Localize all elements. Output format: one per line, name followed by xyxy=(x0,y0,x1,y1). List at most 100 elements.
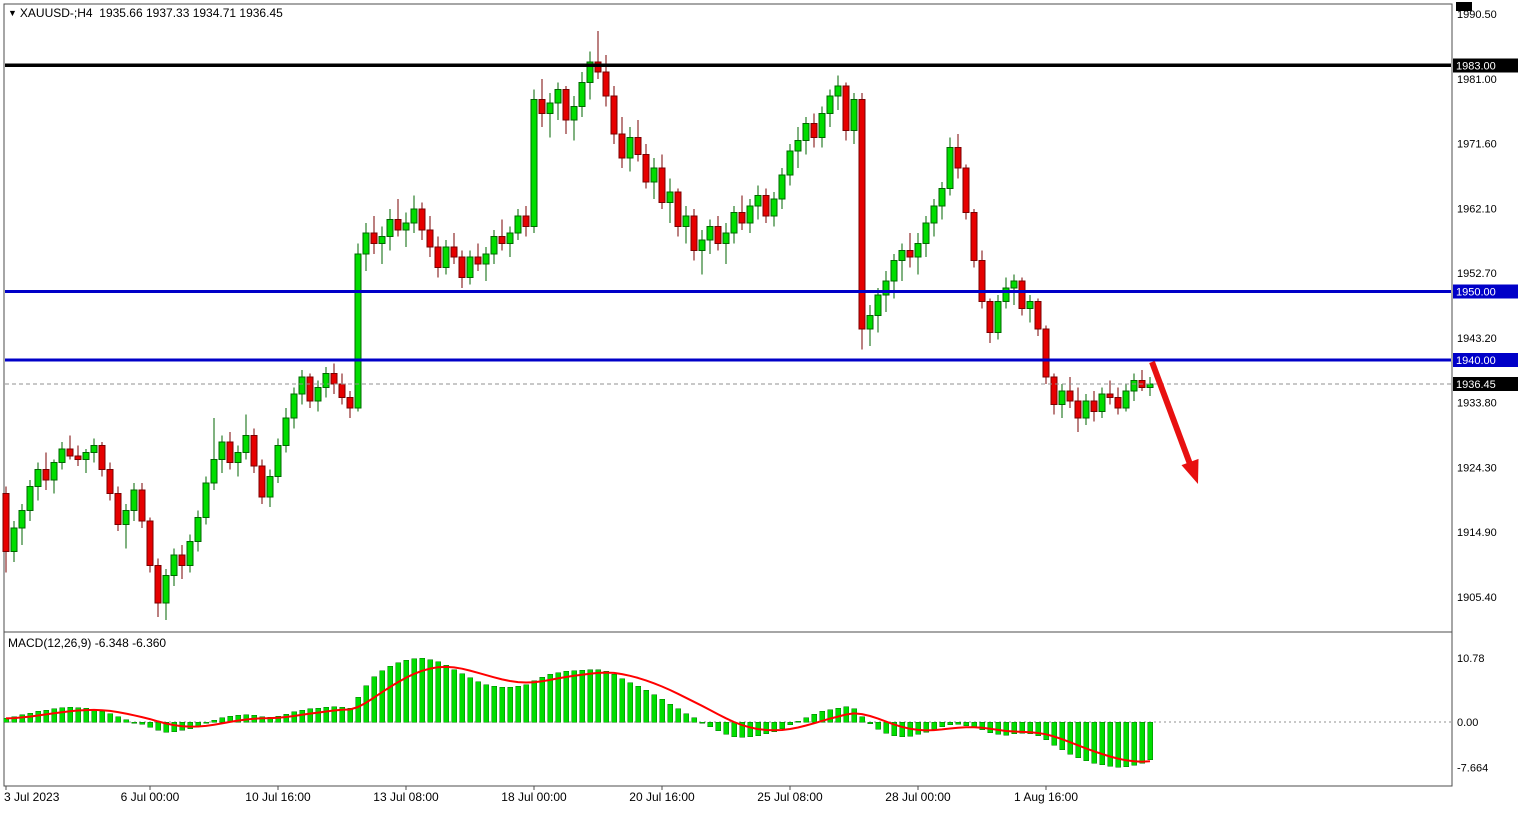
candle-bear xyxy=(338,383,346,399)
macd-bar xyxy=(955,721,961,725)
price-tick-label: 1981.00 xyxy=(1457,74,1497,86)
macd-bar xyxy=(67,706,73,723)
macd-bar xyxy=(235,715,241,723)
macd-bar xyxy=(1035,721,1041,736)
macd-bar xyxy=(1147,721,1153,761)
candle-bull xyxy=(26,486,34,512)
macd-signal-line xyxy=(5,665,1151,763)
candle-bull xyxy=(794,140,802,152)
macd-bar xyxy=(339,706,345,723)
macd-bar xyxy=(987,721,993,733)
macd-bar xyxy=(3,718,9,723)
symbol-dropdown-icon: ▼ xyxy=(8,8,17,18)
candle-bear xyxy=(642,153,650,183)
plot-area[interactable] xyxy=(3,3,1453,787)
candle-bear xyxy=(842,85,850,131)
candle-bull xyxy=(770,198,778,217)
candle-bear xyxy=(42,469,50,481)
candle-bull xyxy=(826,95,834,114)
macd-bar xyxy=(1107,721,1113,767)
candle-bull xyxy=(362,232,370,255)
macd-bar xyxy=(99,711,105,723)
price-tick-label: 1905.40 xyxy=(1457,592,1497,604)
macd-bar xyxy=(1027,721,1033,735)
candle-bull xyxy=(802,123,810,142)
macd-bar xyxy=(355,696,361,723)
trend-arrow-layer[interactable] xyxy=(1149,360,1199,484)
macd-bar xyxy=(707,721,713,728)
macd-tick-label: 0.00 xyxy=(1457,717,1478,729)
macd-bar xyxy=(1011,721,1017,735)
macd-bar xyxy=(595,669,601,723)
macd-bar xyxy=(475,681,481,723)
candle-bull xyxy=(490,236,498,255)
candle-bull xyxy=(82,451,90,460)
macd-bar xyxy=(435,661,441,723)
macd-bar xyxy=(1051,721,1057,746)
candle-bear xyxy=(154,564,162,604)
candle-bear xyxy=(498,236,506,244)
candle-bull xyxy=(378,236,386,244)
macd-bar xyxy=(531,680,537,723)
macd-bar xyxy=(163,721,169,733)
candle-bull xyxy=(786,150,794,176)
macd-bar xyxy=(171,721,177,732)
macd-bar xyxy=(1131,721,1137,766)
macd-bar xyxy=(539,677,545,723)
macd-values: -6.348 -6.360 xyxy=(94,636,167,650)
candle-bear xyxy=(474,256,482,265)
candle-bear xyxy=(986,301,994,334)
candle-bull xyxy=(1002,287,1010,303)
candle-bull xyxy=(122,510,130,525)
time-axis-label: 18 Jul 00:00 xyxy=(501,790,567,804)
candle-bull xyxy=(314,386,322,402)
axes-layer[interactable]: 1990.50 1981.00 1971.60 1962.10 1952.70 1943.… xyxy=(4,9,1497,804)
macd-bar xyxy=(635,686,641,723)
price-levels-layer[interactable]: 1983.00 1950.00 1940.00 xyxy=(5,58,1518,367)
candle-bear xyxy=(370,232,378,244)
macd-bar xyxy=(155,721,161,731)
time-axis-label: 3 Jul 2023 xyxy=(4,790,60,804)
symbol-legend: ▼ XAUUSD-;H4 1935.66 1937.33 1934.71 1936… xyxy=(8,6,283,20)
candle-bear xyxy=(602,71,610,97)
macd-bar xyxy=(659,699,665,723)
macd-bar xyxy=(499,687,505,723)
macd-bar xyxy=(1123,721,1129,768)
macd-bar xyxy=(1099,721,1105,766)
macd-bar xyxy=(739,721,745,738)
macd-bar xyxy=(307,708,313,723)
candle-bull xyxy=(274,445,282,477)
candle-bull xyxy=(586,61,594,83)
macd-bar xyxy=(427,659,433,723)
macd-bar xyxy=(211,719,217,723)
candle-bear xyxy=(1050,376,1058,405)
macd-bar xyxy=(899,721,905,738)
candle-bull xyxy=(194,516,202,542)
candle-bull xyxy=(546,102,554,114)
macd-bar xyxy=(83,708,89,723)
candle-bear xyxy=(250,434,258,467)
candle-bull xyxy=(514,215,522,234)
macd-bar xyxy=(387,665,393,723)
candle-bull xyxy=(746,205,754,224)
candle-bull xyxy=(778,174,786,200)
macd-bar xyxy=(331,706,337,723)
macd-bar xyxy=(827,709,833,723)
trend-arrow-head[interactable] xyxy=(1181,458,1199,484)
candle-bull xyxy=(682,215,690,227)
macd-bar xyxy=(667,703,673,723)
macd-bar xyxy=(611,674,617,723)
candle-bear xyxy=(106,469,114,494)
macd-bar xyxy=(275,715,281,723)
candle-bear xyxy=(1018,280,1026,310)
candle-bull xyxy=(242,434,250,453)
trend-arrow-shaft[interactable] xyxy=(1149,360,1193,466)
candle-bull xyxy=(698,239,706,251)
candle-bear xyxy=(618,133,626,159)
macd-bar xyxy=(1067,721,1073,755)
candle-bull xyxy=(930,205,938,224)
candle-bull xyxy=(482,253,490,265)
macd-bar xyxy=(819,711,825,723)
